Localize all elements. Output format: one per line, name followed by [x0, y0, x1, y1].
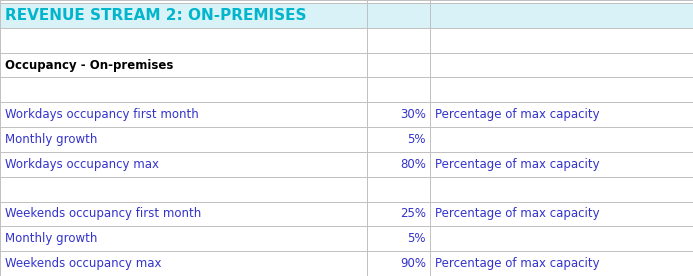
Text: REVENUE STREAM 2: ON-PREMISES: REVENUE STREAM 2: ON-PREMISES	[5, 8, 306, 23]
Text: Occupancy - On-premises: Occupancy - On-premises	[5, 59, 173, 71]
Text: 5%: 5%	[407, 232, 426, 245]
Text: Weekends occupancy first month: Weekends occupancy first month	[5, 208, 201, 221]
Bar	[0, 3, 693, 28]
Text: 90%: 90%	[400, 257, 426, 270]
Text: Percentage of max capacity: Percentage of max capacity	[435, 257, 599, 270]
Text: Percentage of max capacity: Percentage of max capacity	[435, 108, 599, 121]
Text: 5%: 5%	[407, 133, 426, 146]
Text: Percentage of max capacity: Percentage of max capacity	[435, 208, 599, 221]
Text: Percentage of max capacity: Percentage of max capacity	[435, 158, 599, 171]
Text: Workdays occupancy max: Workdays occupancy max	[5, 158, 159, 171]
Text: Monthly growth: Monthly growth	[5, 133, 98, 146]
Text: Weekends occupancy max: Weekends occupancy max	[5, 257, 161, 270]
Text: 30%: 30%	[400, 108, 426, 121]
Text: 25%: 25%	[400, 208, 426, 221]
Text: Monthly growth: Monthly growth	[5, 232, 98, 245]
Text: Workdays occupancy first month: Workdays occupancy first month	[5, 108, 199, 121]
Text: 80%: 80%	[400, 158, 426, 171]
